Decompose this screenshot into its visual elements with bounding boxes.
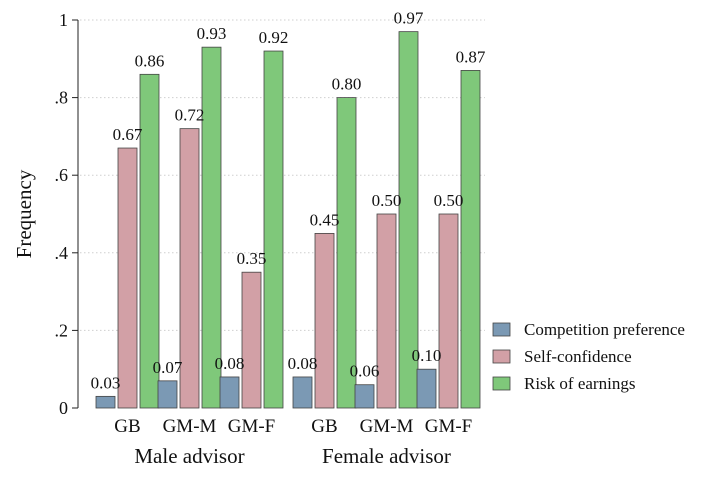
- bar-competition-preference-0: [95, 395, 116, 409]
- bar-competition-preference-5: [416, 368, 437, 409]
- axes: GB GM-M GM-F Male advisor GB GM-M GM-F Female a…: [12, 10, 472, 468]
- bar-self-confidence-0: [117, 147, 138, 409]
- data-label: 0.67: [113, 125, 143, 144]
- legend-label: Self-confidence: [524, 347, 632, 366]
- data-label: 0.50: [434, 191, 464, 210]
- bar-self-confidence-5: [438, 213, 459, 409]
- data-label: 0.87: [456, 47, 486, 66]
- bar-risk-of-earnings-4: [398, 31, 419, 409]
- legend-swatch: [492, 322, 511, 337]
- bar-risk-of-earnings-5: [460, 70, 481, 409]
- bar-self-confidence-2: [241, 271, 262, 409]
- y-tick-label: .4: [55, 243, 69, 263]
- bar-risk-of-earnings-0: [139, 73, 160, 409]
- legend-swatch: [492, 376, 511, 391]
- data-label: 0.08: [215, 354, 245, 373]
- bar-competition-preference-2: [219, 376, 240, 409]
- data-label: 0.03: [91, 373, 121, 392]
- bar-competition-preference-4: [354, 384, 375, 409]
- bar-risk-of-earnings-3: [336, 97, 357, 409]
- bars: [95, 31, 481, 409]
- category-label: GB: [114, 416, 140, 437]
- data-label: 0.97: [394, 9, 424, 28]
- data-label: 0.45: [310, 210, 340, 229]
- category-label: GM-M: [163, 416, 217, 437]
- data-label: 0.07: [153, 358, 183, 377]
- legend-swatch: [492, 349, 511, 364]
- bar-self-confidence-4: [376, 213, 397, 409]
- bar-self-confidence-3: [314, 232, 335, 409]
- data-label: 0.50: [372, 191, 402, 210]
- data-label: 0.86: [135, 51, 165, 70]
- legend: Competition preference Self-confidence Ris…: [492, 320, 685, 393]
- group-label: Male advisor: [134, 444, 244, 468]
- y-tick-label: 0: [59, 398, 68, 418]
- data-label: 0.06: [350, 362, 380, 381]
- data-label: 0.35: [237, 249, 267, 268]
- category-label: GM-M: [360, 416, 414, 437]
- data-label: 0.92: [259, 28, 289, 47]
- data-label: 0.72: [175, 106, 205, 125]
- bar-competition-preference-3: [292, 376, 313, 409]
- group-label: Female advisor: [322, 444, 451, 468]
- y-tick-label: 1: [59, 10, 68, 30]
- data-label: 0.93: [197, 24, 227, 43]
- data-label: 0.80: [332, 75, 362, 94]
- bar-risk-of-earnings-2: [263, 50, 284, 409]
- bar-competition-preference-1: [157, 380, 178, 409]
- y-tick-label: .8: [55, 88, 69, 108]
- legend-label: Competition preference: [524, 320, 685, 339]
- y-axis-title: Frequency: [12, 169, 36, 258]
- category-label: GM-F: [425, 416, 473, 437]
- data-labels: 0.03 0.67 0.86 0.07 0.72 0.93 0.08 0.35 0.92 0.08…: [91, 9, 486, 393]
- bar-risk-of-earnings-1: [201, 46, 222, 409]
- y-tick-label: .2: [55, 320, 69, 340]
- y-tick-label: .6: [55, 165, 69, 185]
- category-label: GM-F: [228, 416, 276, 437]
- legend-label: Risk of earnings: [524, 374, 635, 393]
- bar-self-confidence-1: [179, 128, 200, 409]
- data-label: 0.10: [412, 346, 442, 365]
- category-label: GB: [311, 416, 337, 437]
- data-label: 0.08: [288, 354, 318, 373]
